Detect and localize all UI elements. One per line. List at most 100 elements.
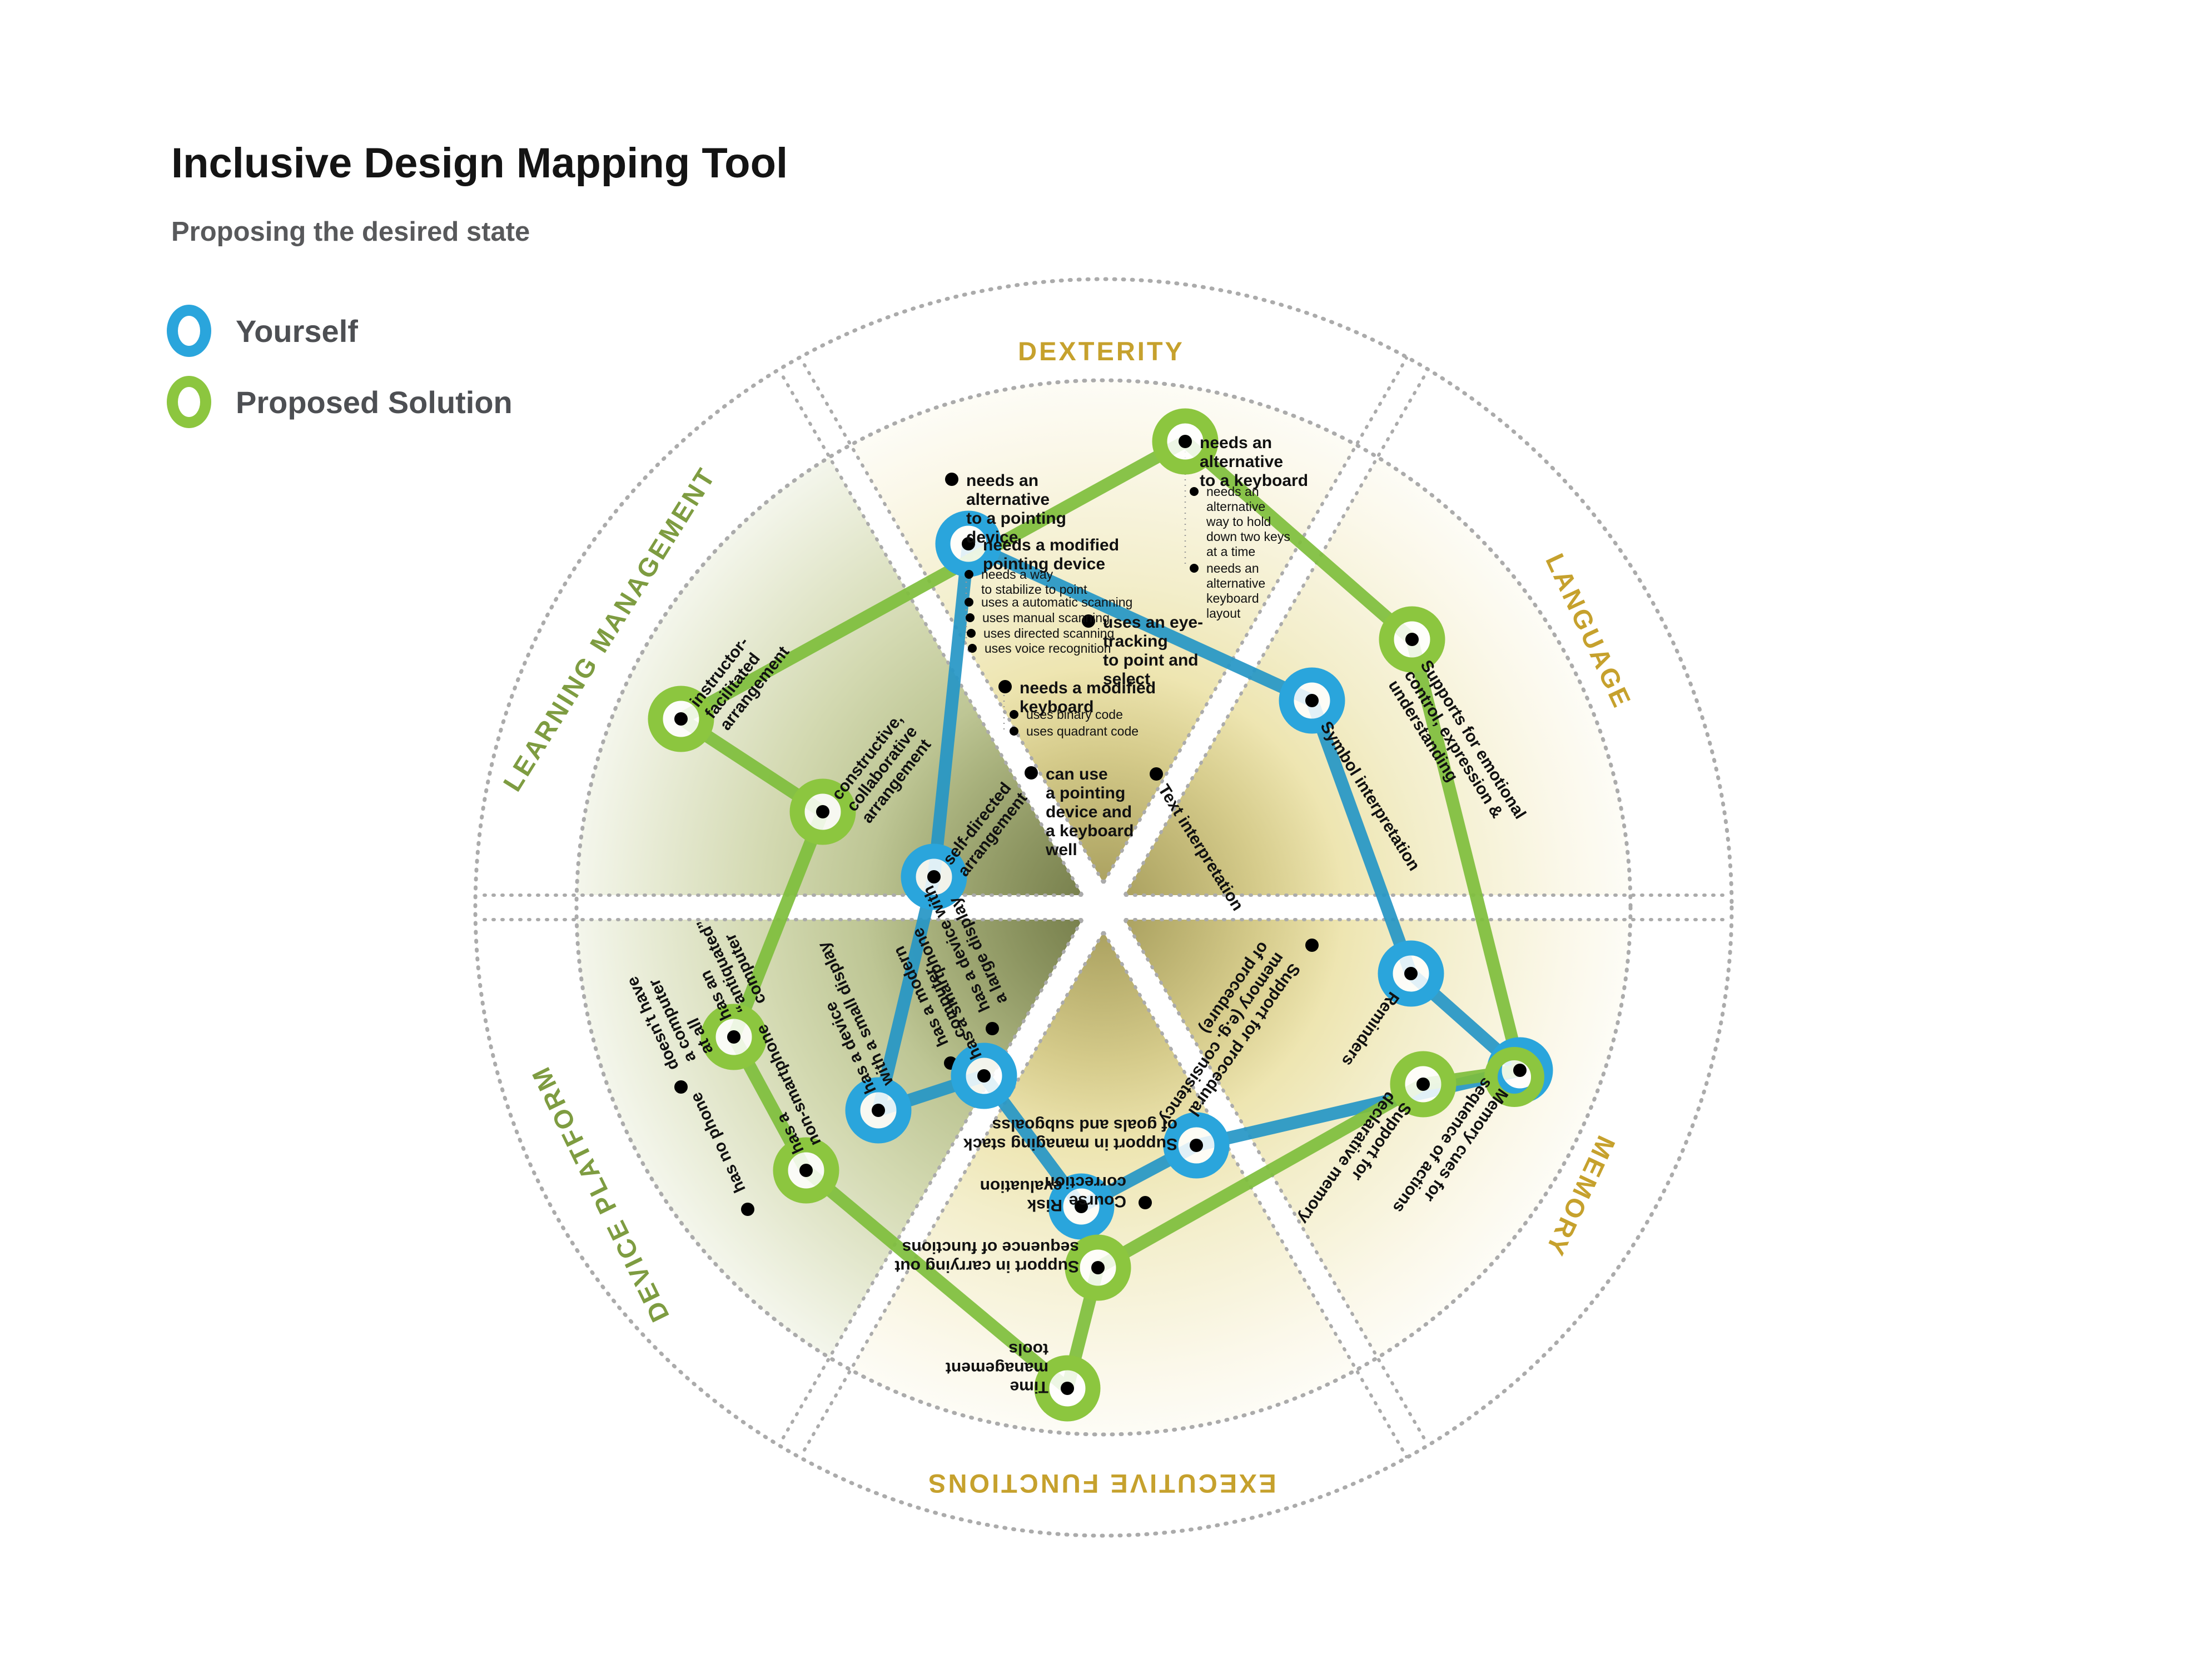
self-directed-marker[interactable] (901, 843, 967, 910)
svg-text:uses manual scanning: uses manual scanning (982, 610, 1110, 625)
svg-text:alternative: alternative (1200, 453, 1283, 471)
svg-text:uses quadrant code: uses quadrant code (1026, 724, 1139, 738)
quadrant-code-marker (1010, 727, 1018, 736)
svg-text:alternative: alternative (1206, 499, 1265, 514)
legend-label-yourself: Yourself (236, 313, 358, 349)
svg-text:a pointing: a pointing (1046, 784, 1125, 802)
voice-recognition-marker (968, 644, 977, 653)
procedural-memory-marker (1305, 939, 1319, 952)
small-display-marker[interactable] (845, 1077, 912, 1144)
non-smartphone-marker[interactable] (773, 1137, 839, 1204)
svg-text:to a keyboard: to a keyboard (1200, 471, 1308, 490)
sector-label-dexterity: DEXTERITY (1018, 336, 1185, 366)
large-display-marker (986, 1022, 999, 1035)
text-interpretation-marker (1150, 767, 1163, 781)
time-management-marker[interactable] (1034, 1355, 1101, 1422)
directed-scanning-label: uses directed scanning (983, 626, 1114, 641)
svg-text:device: device (966, 528, 1018, 547)
divider-dashed-edge (799, 931, 1105, 1458)
page-header: Inclusive Design Mapping Tool Proposing … (171, 139, 788, 247)
svg-text:to point and: to point and (1103, 651, 1199, 669)
stabilize-marker (965, 570, 973, 579)
mod-keyboard-marker (998, 680, 1012, 693)
svg-text:keyboard: keyboard (1020, 698, 1093, 716)
manual-scanning-label: uses manual scanning (982, 610, 1110, 625)
voice-recognition-label: uses voice recognition (985, 641, 1111, 656)
declarative-memory-marker[interactable] (1390, 1051, 1457, 1118)
divider-dashed-edge (799, 356, 1105, 884)
svg-text:uses binary code: uses binary code (1026, 707, 1123, 722)
page-subtitle: Proposing the desired state (171, 217, 530, 247)
svg-text:uses an eye-: uses an eye- (1103, 613, 1203, 632)
risk-evaluation-marker[interactable] (1048, 1173, 1115, 1240)
emotional-control-marker[interactable] (1379, 606, 1445, 673)
svg-text:down two keys: down two keys (1206, 529, 1290, 544)
divider-dashed-edge (1124, 919, 1430, 1446)
symbol-interpretation-marker[interactable] (1279, 667, 1345, 734)
svg-text:alternative: alternative (966, 490, 1050, 509)
divider-dashed-edge (1102, 356, 1408, 884)
svg-text:correction: correction (1045, 1173, 1126, 1192)
sector-divider (827, 901, 1115, 1373)
svg-text:uses voice recognition: uses voice recognition (985, 641, 1111, 656)
instructor-facilitated-marker[interactable] (648, 686, 714, 752)
svg-text:needs a way: needs a way (981, 567, 1053, 582)
carrying-out-marker[interactable] (1065, 1234, 1131, 1301)
alt-keyboard-marker[interactable] (1152, 408, 1219, 475)
svg-text:can use: can use (1046, 765, 1108, 783)
svg-text:tracking: tracking (1103, 632, 1168, 651)
antiquated-computer-marker[interactable] (700, 1004, 767, 1070)
svg-text:evaluation: evaluation (980, 1177, 1062, 1195)
svg-text:alternative: alternative (1206, 576, 1265, 590)
inner-dashed-circle (574, 378, 1633, 1437)
svg-text:needs a modified: needs a modified (983, 536, 1119, 554)
svg-text:a keyboard: a keyboard (1046, 822, 1134, 840)
manual-scanning-marker (966, 613, 975, 622)
memory-cues-marker[interactable] (1484, 1037, 1553, 1107)
svg-text:select: select (1103, 670, 1150, 688)
eye-tracking-marker (1082, 614, 1095, 628)
svg-text:needs an: needs an (1206, 484, 1259, 499)
mod-pointing-marker[interactable] (935, 510, 1002, 577)
legend: Yourself Proposed Solution (167, 305, 513, 447)
can-use-well-marker (1025, 766, 1038, 780)
no-computer-marker (674, 1080, 688, 1094)
svg-text:well: well (1045, 841, 1077, 859)
divider-dashed-edge (777, 919, 1083, 1446)
managing-stack-marker[interactable] (1163, 1112, 1230, 1179)
divider-dashed-edge (777, 369, 1083, 896)
svg-text:tools: tools (1008, 1340, 1048, 1358)
svg-text:keyboard: keyboard (1206, 591, 1259, 605)
constructive-collaborative-marker[interactable] (789, 778, 856, 845)
outer-dashed-circle (473, 277, 1734, 1538)
yourself-path (872, 537, 1527, 1213)
svg-text:device and: device and (1046, 803, 1132, 821)
svg-text:Support in managing stack: Support in managing stack (963, 1135, 1177, 1153)
legend-item-yourself: Yourself (167, 305, 513, 357)
svg-text:needs an: needs an (1200, 434, 1272, 452)
auto-scanning-label: uses a automatic scanning (981, 595, 1132, 609)
svg-text:to a pointing: to a pointing (966, 509, 1066, 528)
binary-code-label: uses binary code (1026, 707, 1123, 722)
reminders-marker[interactable] (1378, 940, 1444, 1007)
svg-text:Course: Course (1069, 1192, 1126, 1210)
svg-text:Support in carrying out: Support in carrying out (894, 1257, 1079, 1275)
quadrant-code-label: uses quadrant code (1026, 724, 1139, 738)
legend-label-proposed-solution: Proposed Solution (236, 384, 513, 420)
binary-code-marker (1010, 710, 1018, 719)
divider-dashed-edge (1124, 369, 1430, 896)
hold-two-keys-marker (1190, 487, 1199, 496)
auto-scanning-marker (965, 598, 973, 607)
svg-text:Time: Time (1010, 1378, 1048, 1396)
smartphone-marker[interactable] (951, 1042, 1017, 1109)
svg-text:pointing device: pointing device (983, 555, 1105, 573)
